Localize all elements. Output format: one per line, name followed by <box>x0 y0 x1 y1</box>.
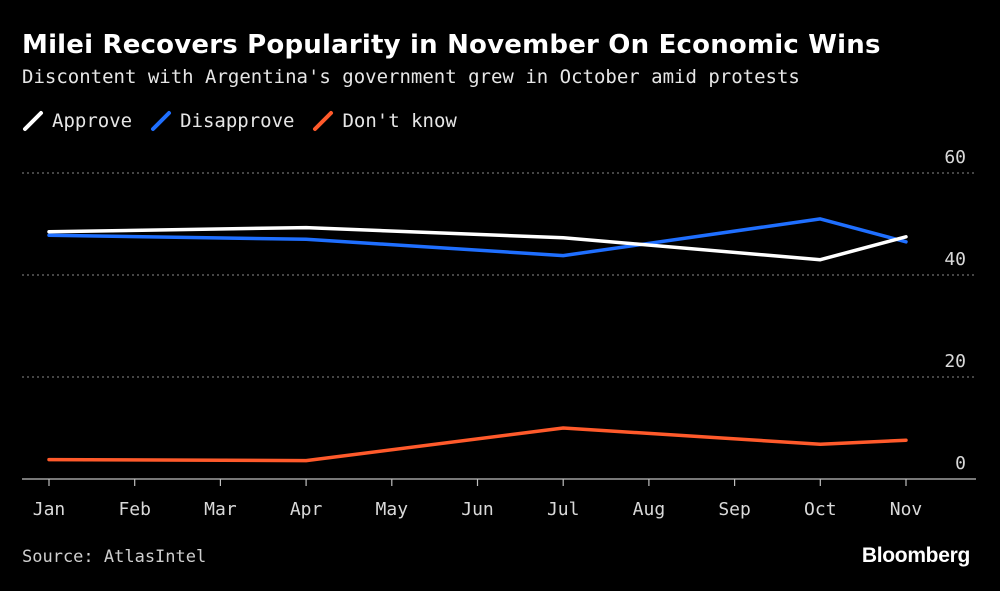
chart-subtitle: Discontent with Argentina's government g… <box>22 66 800 88</box>
source-note: Source: AtlasIntel <box>22 547 207 567</box>
series-line-disapprove <box>47 217 908 258</box>
x-tick-label-sep: Sep <box>718 499 751 520</box>
legend: Approve Disapprove Don't know <box>22 110 457 132</box>
legend-label-dont-know: Don't know <box>342 110 457 132</box>
x-tick-label-oct: Oct <box>804 499 837 520</box>
x-tick-label-may: May <box>376 499 409 520</box>
legend-swatch-approve <box>23 111 43 131</box>
x-tick-label-mar: Mar <box>204 499 237 520</box>
series-line-approve <box>47 225 908 262</box>
y-tick-label-40: 40 <box>944 249 966 270</box>
chart-title: Milei Recovers Popularity in November On… <box>22 30 881 60</box>
legend-swatch-disapprove <box>151 111 172 131</box>
legend-item-dont-know: Don't know <box>312 110 457 132</box>
legend-label-approve: Approve <box>52 110 133 132</box>
x-tick-label-nov: Nov <box>890 499 923 520</box>
y-tick-label-60: 60 <box>944 147 966 168</box>
legend-item-disapprove: Disapprove <box>150 110 294 132</box>
y-tick-label-0: 0 <box>955 453 966 474</box>
x-tick-label-apr: Apr <box>290 499 323 520</box>
legend-item-approve: Approve <box>22 110 132 132</box>
x-tick-label-aug: Aug <box>633 499 666 520</box>
x-tick-label-jul: Jul <box>547 499 580 520</box>
x-tick-label-feb: Feb <box>118 499 151 520</box>
series-line-don-t-know <box>47 426 908 463</box>
legend-label-disapprove: Disapprove <box>180 110 295 132</box>
x-tick-label-jan: Jan <box>33 499 66 520</box>
legend-swatch-dont-know <box>313 111 334 131</box>
y-tick-label-20: 20 <box>944 351 966 372</box>
bloomberg-logo: Bloomberg <box>861 544 970 567</box>
x-tick-label-jun: Jun <box>461 499 494 520</box>
